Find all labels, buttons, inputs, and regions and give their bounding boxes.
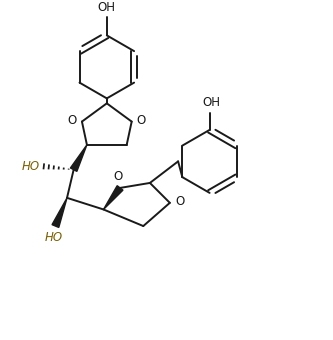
Text: O: O: [176, 195, 185, 208]
Text: O: O: [114, 170, 123, 183]
Polygon shape: [104, 186, 123, 209]
Text: O: O: [137, 115, 146, 128]
Text: OH: OH: [202, 96, 220, 109]
Text: HO: HO: [22, 160, 40, 173]
Polygon shape: [52, 198, 67, 227]
Polygon shape: [71, 145, 87, 171]
Text: HO: HO: [45, 231, 63, 244]
Text: OH: OH: [98, 1, 116, 14]
Text: O: O: [68, 115, 77, 128]
